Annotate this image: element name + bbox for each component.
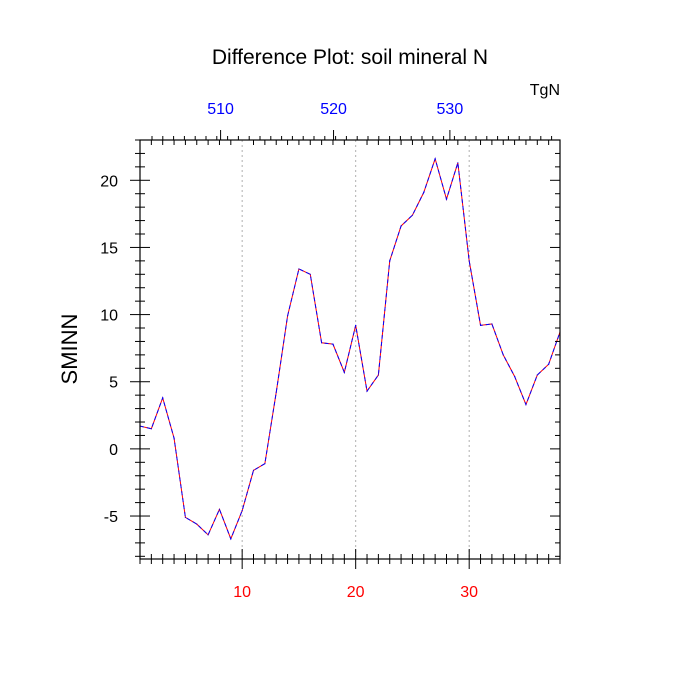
- data-point: [423, 191, 425, 193]
- y-tick-label-0: 0: [109, 442, 118, 459]
- data-point: [264, 463, 266, 465]
- data-point: [502, 354, 504, 356]
- y-tick-label-5: 5: [109, 375, 118, 392]
- x-tick-label-20: 20: [347, 584, 365, 601]
- data-point: [445, 198, 448, 200]
- y-axis-label: SMINN: [57, 314, 82, 385]
- x-tick-label-30: 30: [460, 584, 478, 601]
- top-tick-label-510: 510: [207, 101, 234, 118]
- data-point: [252, 469, 255, 471]
- data-point: [479, 324, 482, 326]
- data-point: [536, 374, 538, 376]
- data-point: [411, 214, 414, 216]
- data-point: [321, 342, 323, 344]
- data-point: [298, 268, 300, 270]
- data-point: [207, 534, 209, 536]
- chart-title: Difference Plot: soil mineral N: [212, 46, 488, 69]
- data-point: [184, 516, 187, 518]
- plot-frame: [139, 139, 561, 560]
- data-point: [162, 397, 164, 399]
- data-point: [548, 363, 550, 365]
- x-tick-label-10: 10: [233, 584, 251, 601]
- data-point: [230, 538, 232, 540]
- data-point: [491, 323, 493, 325]
- y-tick-label-15: 15: [100, 240, 118, 257]
- axis-ticks: [130, 130, 561, 569]
- data-point: [173, 437, 175, 439]
- data-point: [434, 158, 436, 160]
- data-point: [286, 315, 289, 317]
- top-tick-label-530: 530: [437, 101, 464, 118]
- data-point: [377, 374, 379, 376]
- data-point: [196, 523, 198, 525]
- data-point: [275, 391, 277, 394]
- data-point: [218, 508, 221, 510]
- top-axis-unit: TgN: [530, 82, 560, 99]
- data-point: [389, 260, 391, 262]
- data-point: [332, 343, 334, 345]
- y-tick-label-20: 20: [100, 173, 118, 190]
- data-point: [366, 390, 368, 392]
- data-point: [241, 510, 243, 512]
- data-point: [457, 162, 459, 164]
- series-line-dash-0: [139, 157, 561, 541]
- data-point: [513, 375, 516, 377]
- grid-lines: [241, 140, 470, 559]
- data-point: [343, 371, 345, 373]
- top-tick-label-520: 520: [320, 101, 347, 118]
- data-point: [468, 260, 470, 262]
- y-tick-label--5: -5: [104, 509, 118, 526]
- y-tick-label-10: 10: [100, 308, 118, 325]
- data-point: [400, 225, 402, 227]
- data-point: [150, 428, 152, 430]
- data-point: [355, 324, 357, 326]
- data-point: [309, 273, 311, 275]
- data-point: [525, 403, 527, 406]
- series-group: [139, 157, 561, 541]
